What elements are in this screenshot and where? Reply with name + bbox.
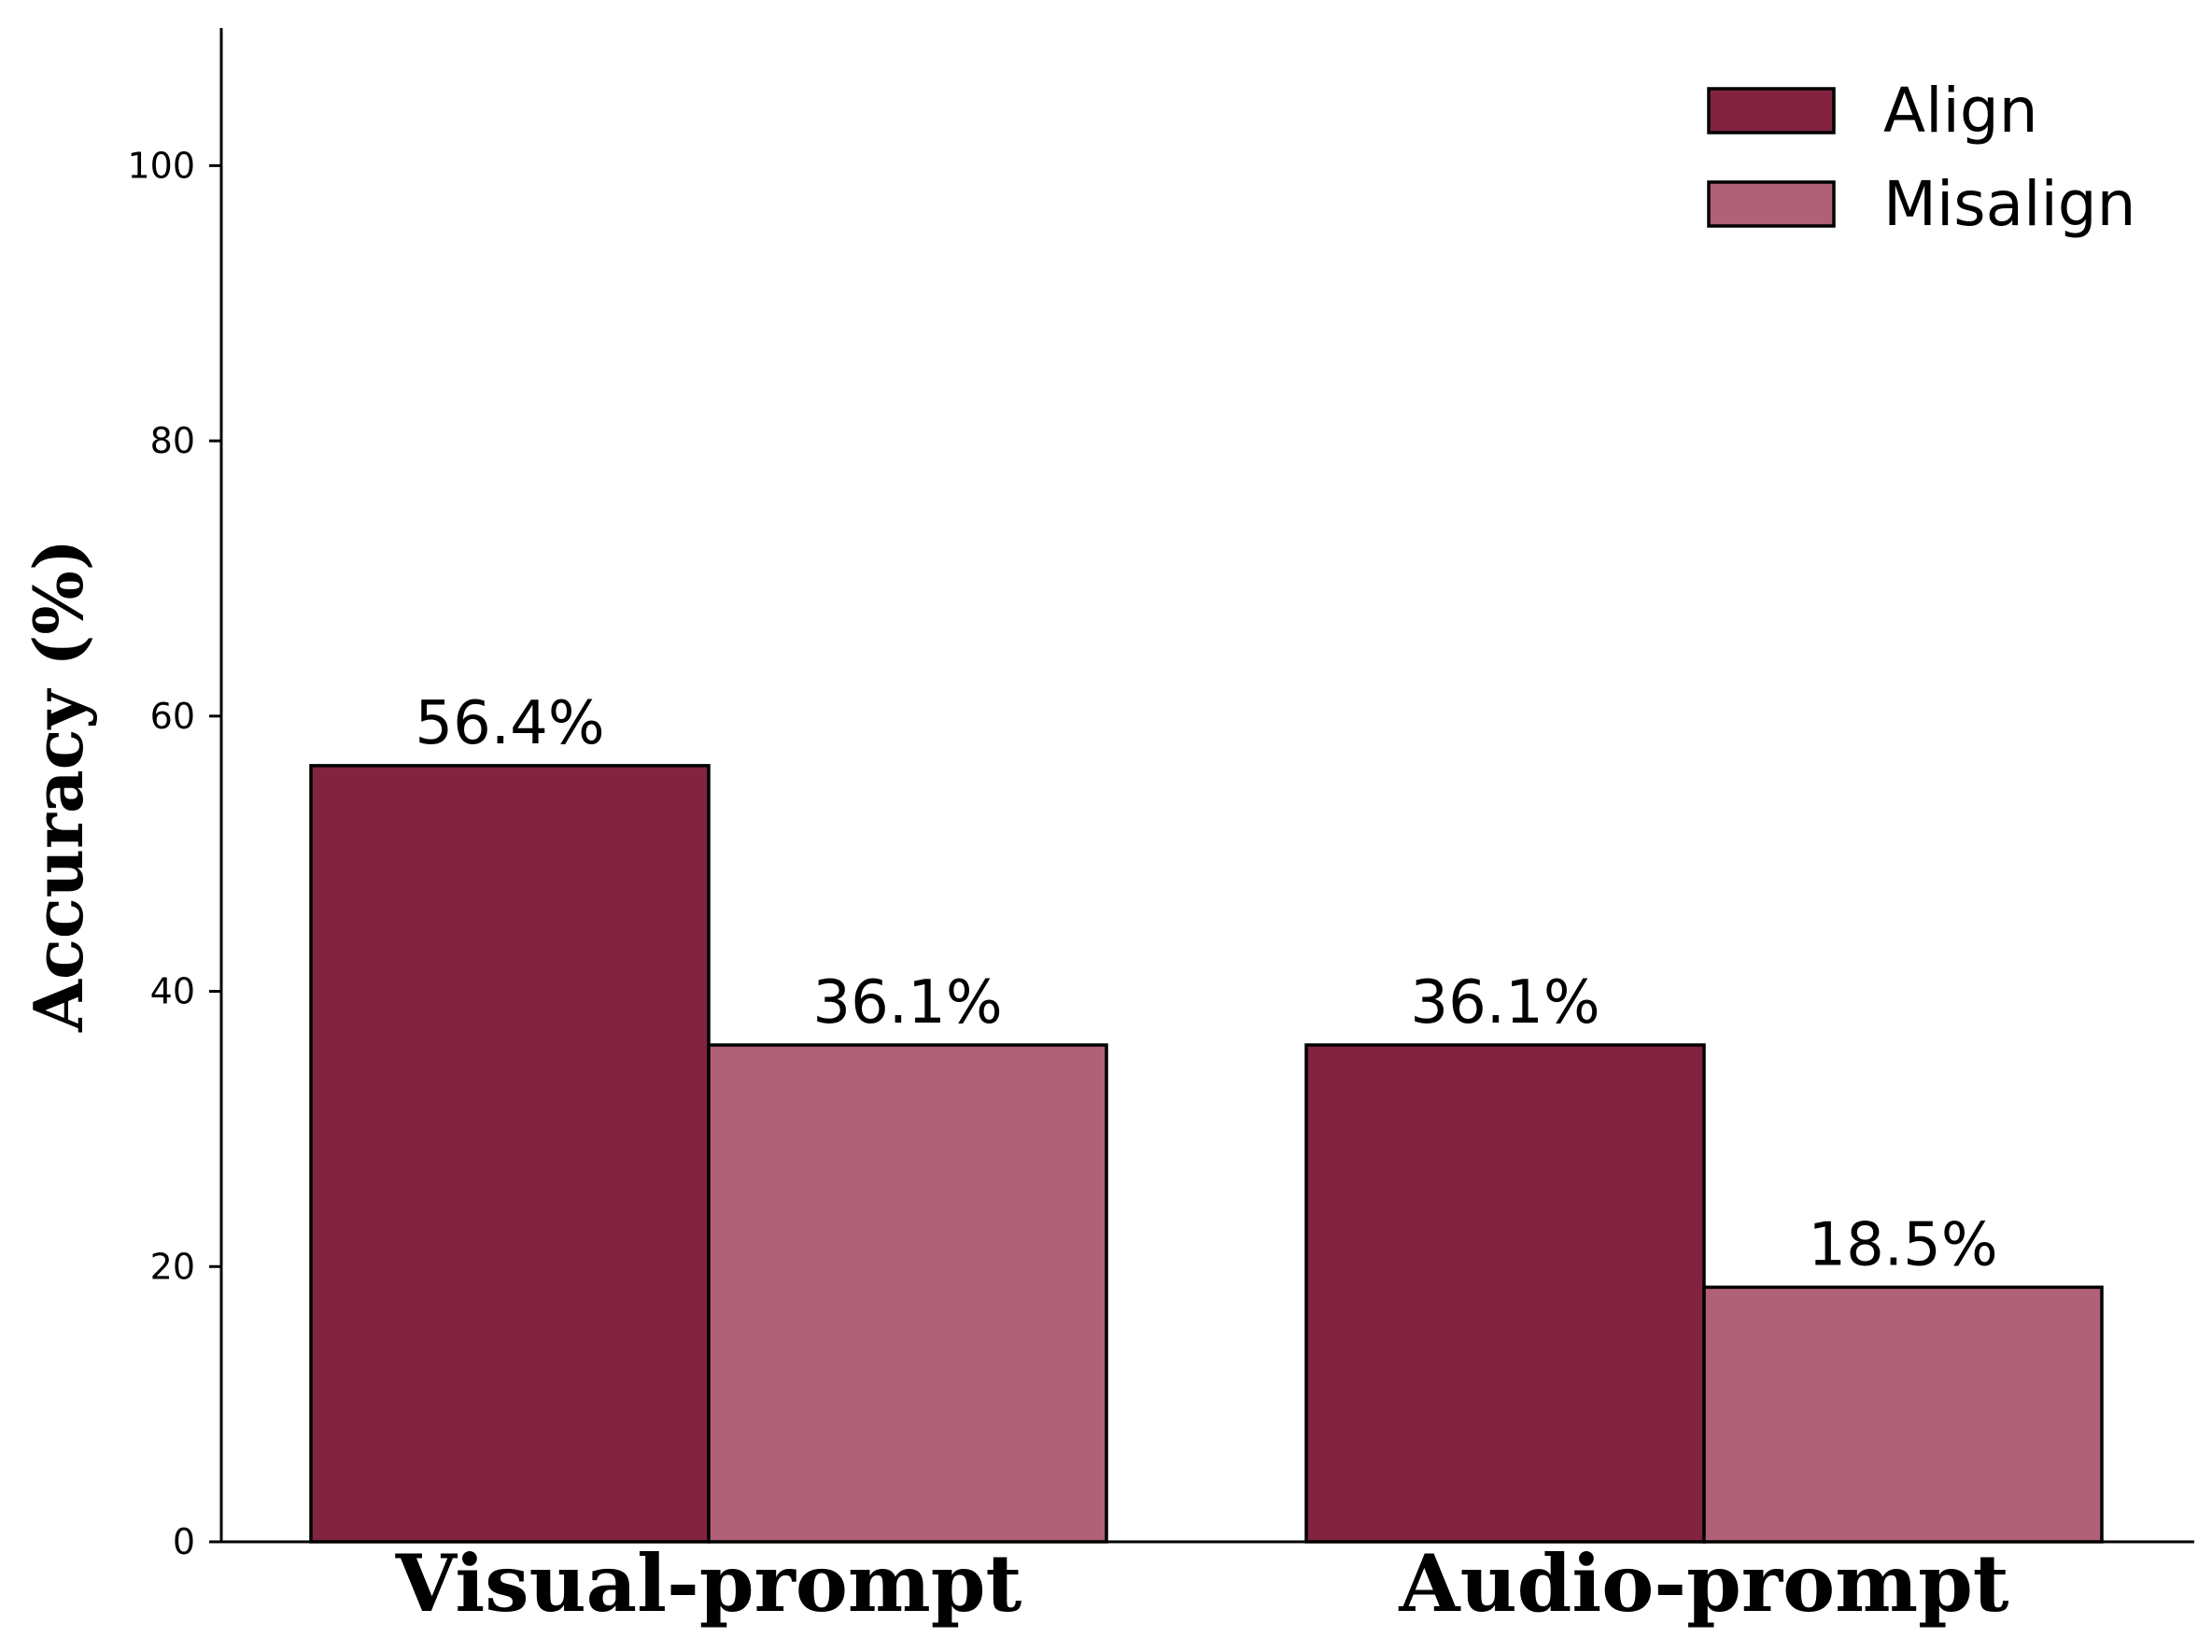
axes-layer [219,28,2194,1544]
y-tick-label: 0 [173,1521,195,1562]
legend-swatch-misalign [1707,180,1836,228]
y-tick-label: 60 [150,696,195,737]
x-category-label: Audio-prompt [1398,1537,2008,1630]
bar-misalign-visual-prompt [707,1043,1108,1544]
data-label: 36.1% [1410,968,1599,1038]
data-label: 56.4% [415,689,604,758]
data-label: 18.5% [1808,1210,1997,1279]
bars-layer [309,764,2104,1544]
legend: Align Misalign [1707,75,2136,240]
legend-label: Align [1883,75,2038,147]
bar-align-visual-prompt [309,764,711,1544]
y-tick-label: 40 [150,971,195,1012]
x-category-label: Visual-prompt [395,1537,1022,1630]
bar-misalign-audio-prompt [1702,1285,2104,1544]
legend-label: Misalign [1883,168,2136,240]
data-labels-layer: 56.4% 36.1% 36.1% 18.5% [415,689,1997,1280]
y-ticks-layer: 0 20 40 60 80 100 [127,145,221,1562]
y-tick-label: 20 [150,1246,195,1287]
x-labels-layer: Visual-prompt Audio-prompt [395,1537,2009,1630]
y-tick-label: 100 [127,145,195,186]
y-tick-label: 80 [150,420,195,461]
data-label: 36.1% [812,968,1002,1038]
y-axis-title: Accuracy (%) [19,539,98,1033]
bar-align-audio-prompt [1304,1043,1706,1544]
legend-swatch-align [1707,87,1836,134]
